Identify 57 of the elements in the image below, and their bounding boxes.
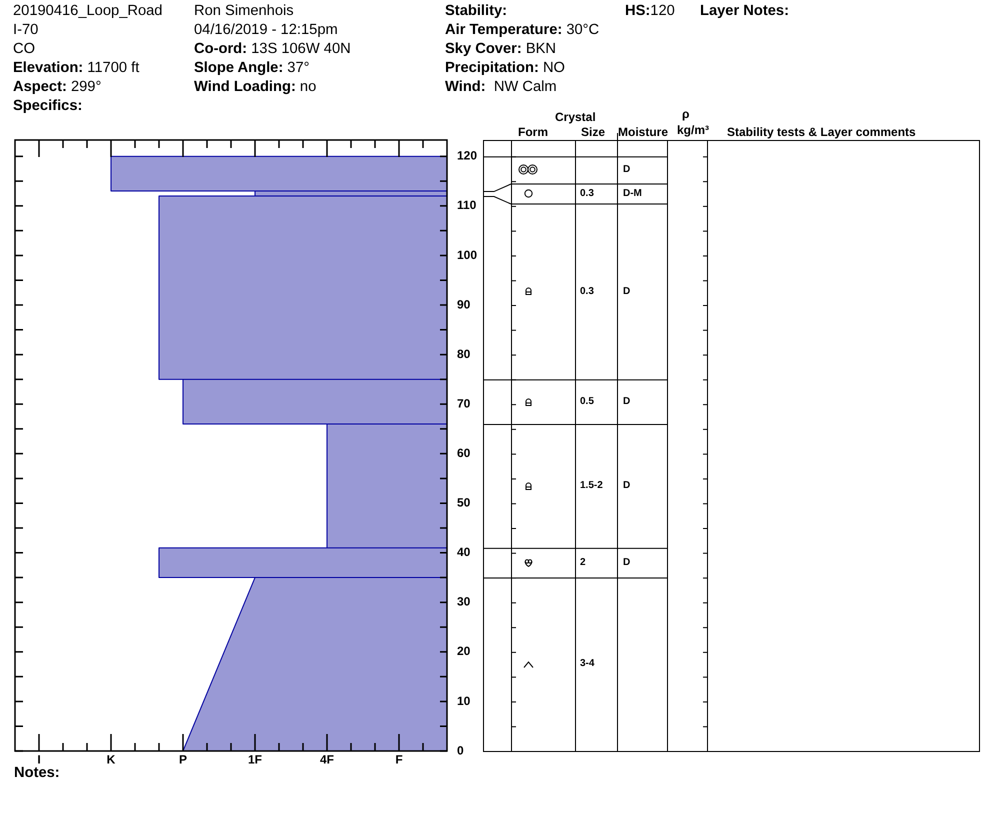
text: Stability: [445, 3, 508, 20]
text: Form [518, 125, 548, 140]
text: kg/m³ [677, 123, 710, 138]
text: 04/16/2019 - 12:15pm [194, 22, 338, 40]
text: Precipitation: NO [445, 60, 565, 78]
text: D-M [623, 188, 642, 200]
text: Crystal [555, 110, 596, 124]
text: D [623, 286, 630, 298]
text: 1.5-2 [580, 480, 603, 492]
y-tick-label: 70 [457, 396, 471, 410]
y-tick-label: 80 [457, 346, 471, 361]
x-tick-label: 1F [248, 752, 262, 767]
text: Moisture [618, 125, 668, 140]
y-tick-label: 40 [457, 545, 471, 560]
y-tick-label: 10 [457, 694, 471, 708]
text: D [623, 164, 630, 176]
x-tick-label: 4F [320, 752, 334, 767]
text: D [623, 556, 630, 569]
y-tick-label: 0 [457, 743, 464, 758]
y-tick-label: 100 [457, 248, 478, 262]
text: 0.3 [580, 188, 594, 200]
text: Specifics: [13, 98, 82, 114]
text: Layer Notes: [700, 3, 789, 20]
text: HS:120 [625, 3, 675, 20]
y-tick-label: 20 [457, 644, 471, 658]
x-tick-label: K [106, 752, 116, 767]
y-tick-label: 110 [457, 198, 477, 212]
text: D [623, 480, 630, 492]
text: Co-ord: 13S 106W 40N [194, 41, 351, 58]
text: D [623, 396, 630, 408]
text: Wind Loading: no [194, 78, 316, 96]
text: 0.5 [580, 396, 594, 408]
text: CO [13, 41, 36, 58]
text: 0.3 [580, 286, 594, 298]
text: Size [581, 125, 606, 140]
x-tick-label: I [37, 752, 41, 767]
text: Air Temperature: 30°C [445, 22, 600, 40]
x-tick-label: F [395, 752, 403, 767]
text: I-70 [13, 22, 38, 40]
text: 3-4 [580, 658, 594, 670]
text: Ron Simenhois [194, 3, 294, 20]
y-tick-label: 90 [457, 297, 471, 312]
text: Sky Cover: BKN [445, 41, 556, 58]
text: Stability tests & Layer comments [727, 125, 916, 140]
text: Aspect: 299° [13, 78, 102, 96]
x-tick-label: P [178, 752, 188, 767]
text: 20190416_Loop_Road [13, 3, 162, 20]
y-tick-label: 120 [457, 148, 478, 163]
y-tick-label: 50 [457, 496, 471, 510]
text: Elevation: 11700 ft [13, 60, 140, 78]
text: Slope Angle: 37° [194, 60, 310, 78]
text: Notes: [14, 764, 60, 781]
text: 2 [580, 556, 586, 569]
text: ρ [682, 107, 690, 122]
y-tick-label: 60 [457, 446, 471, 460]
y-tick-label: 30 [457, 594, 471, 609]
text: Wind: NW Calm [445, 78, 557, 96]
